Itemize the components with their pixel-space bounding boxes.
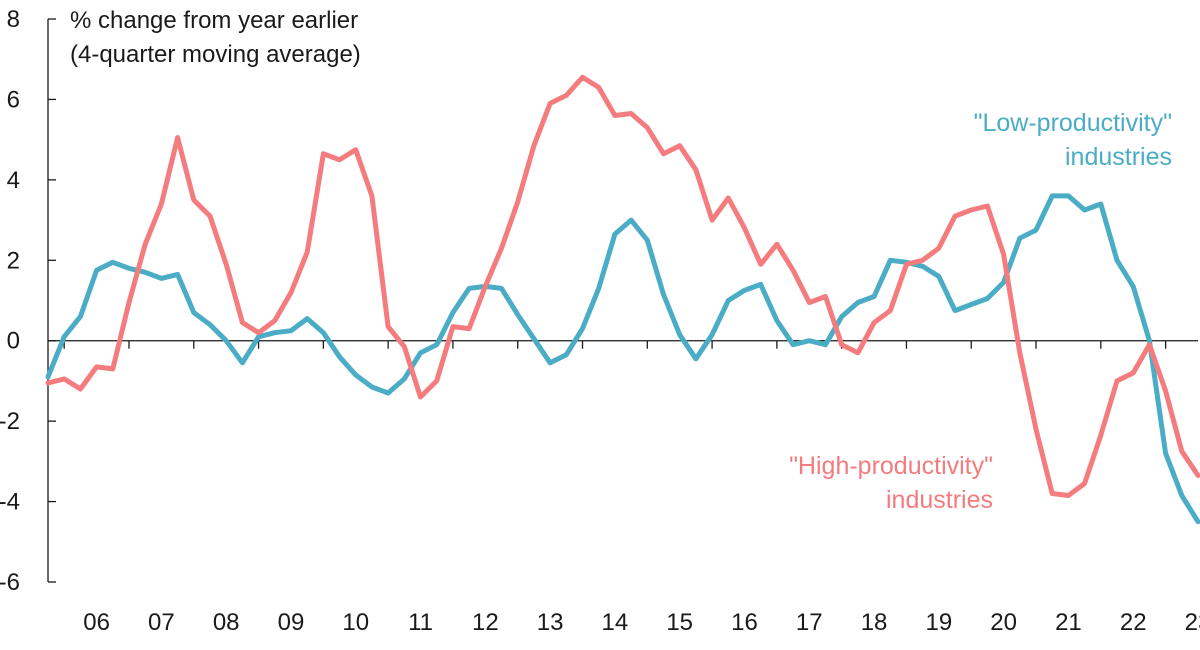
high-productivity-label-line-1: "High-productivity": [789, 452, 993, 480]
x-tick-label: 18: [861, 609, 888, 636]
y-tick-label: -2: [0, 408, 20, 435]
unit-label-line-1: % change from year earlier: [70, 7, 358, 34]
x-tick-label: 20: [990, 609, 1017, 636]
y-tick-label: -4: [0, 489, 20, 516]
x-tick-label: 19: [925, 609, 952, 636]
low-productivity-label-line-2: industries: [1065, 143, 1172, 171]
y-tick-label: 8: [7, 6, 20, 33]
x-tick-label: 08: [213, 609, 240, 636]
x-tick-label: 07: [148, 609, 175, 636]
x-tick-label: 22: [1120, 609, 1147, 636]
x-tick-label: 23: [1185, 609, 1200, 636]
y-tick-label: 4: [7, 167, 20, 194]
x-tick-label: 13: [537, 609, 564, 636]
high-productivity-label-line-2: industries: [886, 486, 993, 514]
low-productivity-label-line-1: "Low-productivity": [974, 109, 1172, 137]
x-tick-labels: 06 07 08 09 10 11 12 13 14 15 16 17 18 19 20 21 22 23: [83, 609, 1200, 636]
y-tick-label: 0: [7, 328, 20, 355]
y-tick-label: -6: [0, 569, 20, 596]
unit-label-line-2: (4-quarter moving average): [70, 41, 361, 68]
y-tick-label: 6: [7, 86, 20, 113]
high-productivity-line: [45, 74, 1200, 498]
y-tick-label: 2: [7, 247, 20, 274]
x-tick-label: 21: [1055, 609, 1082, 636]
x-tick-label: 10: [342, 609, 369, 636]
x-tick-label: 15: [666, 609, 693, 636]
chart-axes: [47, 18, 1198, 583]
y-tick-labels: -6 -4 -2 0 2 4 6 8: [0, 6, 20, 596]
x-tick-label: 17: [796, 609, 823, 636]
x-tick-label: 11: [408, 609, 433, 636]
x-tick-label: 14: [602, 609, 629, 636]
x-tick-label: 06: [83, 609, 110, 636]
x-tick-label: 12: [472, 609, 499, 636]
x-tick-label: 16: [731, 609, 758, 636]
x-tick-label: 09: [278, 609, 305, 636]
series-lines: [45, 74, 1200, 525]
